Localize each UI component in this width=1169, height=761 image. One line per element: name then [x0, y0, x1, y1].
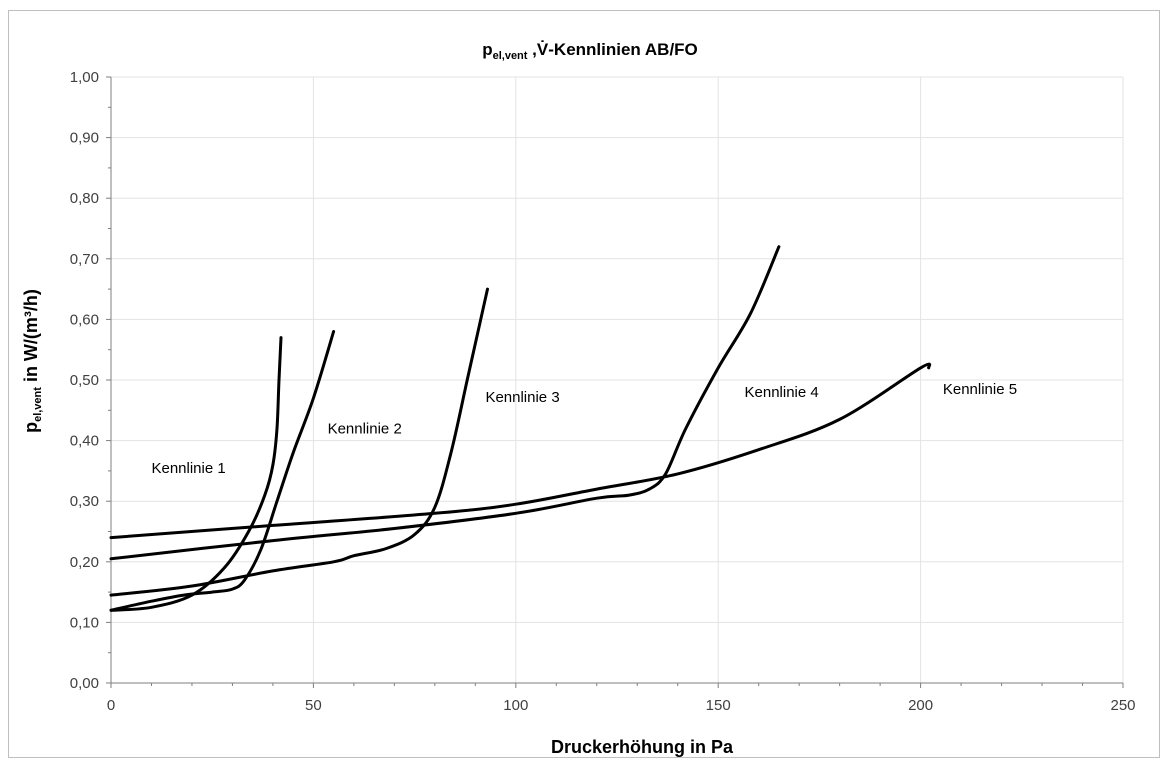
chart-title-part-rest: -Kennlinien AB/FO	[548, 40, 698, 59]
y-tick-label: 0,30	[70, 493, 99, 510]
y-axis-title-p: p	[21, 422, 41, 433]
chart-title-part-p: p	[482, 40, 492, 59]
x-tick-label: 50	[305, 697, 322, 714]
x-tick-label: 0	[107, 697, 115, 714]
x-tick-label: 100	[503, 697, 528, 714]
chart-frame: 0,00 0,10 0,20 0,30 0,40 0,50 0,60 0,70 0,80 0,90…	[8, 10, 1160, 758]
chart-title-subscript: el,vent	[493, 50, 528, 62]
annotation-kennlinie-3: Kennlinie 3	[485, 389, 559, 406]
series-line-kennlinie-2	[109, 330, 336, 612]
annotation-kennlinie-1: Kennlinie 1	[151, 460, 225, 477]
y-tick-label: 0,10	[70, 614, 99, 631]
chart-title-part-vdot: V̇	[537, 40, 549, 59]
y-axis-title-subscript: el,vent	[32, 387, 44, 422]
y-tick-label: 1,00	[70, 69, 99, 86]
y-axis-title: pel,vent in W/(m³/h)	[21, 289, 44, 433]
y-tick-label: 0,00	[70, 675, 99, 692]
annotation-kennlinie-4: Kennlinie 4	[745, 384, 819, 401]
x-tick-label: 150	[706, 697, 731, 714]
y-tick-label: 0,90	[70, 130, 99, 147]
x-axis-title: Druckerhöhung in Pa	[551, 737, 734, 757]
chart-title: pel,vent ,V̇-Kennlinien AB/FO	[482, 40, 698, 62]
chart-title-part-sep: ,	[527, 40, 536, 59]
series-line-kennlinie-3	[109, 287, 489, 597]
series-lines	[109, 245, 932, 612]
series-line-kennlinie-4	[109, 245, 781, 561]
y-tick-label: 0,60	[70, 311, 99, 328]
annotation-kennlinie-2: Kennlinie 2	[328, 420, 402, 437]
y-tick-label: 0,20	[70, 554, 99, 571]
y-tick-label: 0,80	[70, 190, 99, 207]
y-tick-label: 0,40	[70, 433, 99, 450]
series-line-kennlinie-1	[109, 336, 283, 612]
annotation-kennlinie-5: Kennlinie 5	[943, 381, 1017, 398]
chart-canvas: 0,000,100,200,300,400,500,600,700,800,90…	[21, 40, 1136, 757]
x-tick-label: 200	[908, 697, 933, 714]
y-axis-title-unit: in W/(m³/h)	[21, 289, 41, 387]
grid	[111, 76, 1124, 683]
series-line-kennlinie-5	[109, 362, 932, 540]
annotations: Kennlinie 1 Kennlinie 2 Kennlinie 3 Kennlin…	[151, 381, 1017, 477]
axes: 0,00 0,10 0,20 0,30 0,40 0,50 0,60 0,70 0,80 0,90…	[70, 69, 1136, 714]
y-tick-label: 0,50	[70, 372, 99, 389]
x-tick-label: 250	[1110, 697, 1135, 714]
y-tick-label: 0,70	[70, 251, 99, 268]
